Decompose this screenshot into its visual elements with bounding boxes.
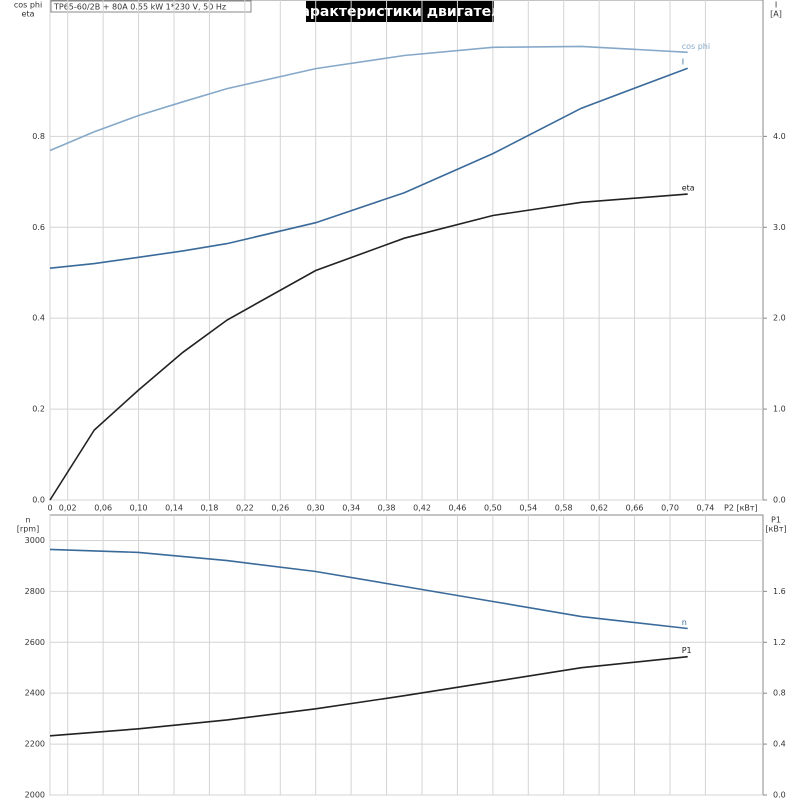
series-line — [49, 45, 688, 152]
y-axis-label: eta — [22, 10, 35, 19]
x-tick-label: 0,10 — [130, 504, 148, 513]
y-tick-label: 0.2 — [32, 405, 45, 414]
x-tick-label: 0,46 — [449, 504, 467, 513]
y2-axis-label: [A] — [770, 10, 782, 19]
y-tick-label: 0.4 — [32, 314, 45, 323]
y2-tick-label: 0.8 — [773, 689, 786, 698]
y-tick-label: 0.0 — [32, 496, 45, 505]
series-line — [49, 193, 688, 501]
x-tick-label: 0,38 — [378, 504, 396, 513]
y-tick-label: 2400 — [25, 689, 45, 698]
y2-tick-label: 2.0 — [773, 314, 786, 323]
series-label: eta — [682, 184, 695, 193]
series-label: cos phi — [682, 42, 710, 51]
x-tick-label: 0,02 — [59, 504, 77, 513]
series-line — [49, 67, 688, 269]
y2-tick-label: 1.6 — [773, 587, 786, 596]
series-label: n — [682, 618, 687, 627]
x-tick-label: 0,58 — [555, 504, 573, 513]
x-tick-label: 0,06 — [94, 504, 112, 513]
x-tick-label: 0,18 — [201, 504, 219, 513]
x-tick-label: 0,62 — [590, 504, 608, 513]
y-tick-label: 0.6 — [32, 223, 45, 232]
y2-axis-label: I — [775, 1, 777, 10]
y2-tick-label: 0.4 — [773, 740, 786, 749]
x-tick-label: 0,50 — [484, 504, 502, 513]
header-box — [50, 0, 252, 13]
series-line — [49, 548, 688, 630]
y-tick-label: 2600 — [25, 638, 45, 647]
y2-axis-label: [кВт] — [765, 525, 786, 534]
x-axis-label: P2 [кВт] — [724, 504, 758, 513]
x-tick-label: 0,42 — [413, 504, 431, 513]
y-tick-label: 2000 — [25, 791, 45, 800]
x-tick-label: 0,30 — [307, 504, 325, 513]
x-tick-label: 0,22 — [236, 504, 254, 513]
y-axis-label: cos phi — [14, 1, 42, 10]
x-tick-label: 0,26 — [271, 504, 289, 513]
y2-tick-label: 1.2 — [773, 638, 786, 647]
plot-frame — [49, 514, 764, 796]
x-tick-label: 0 — [47, 504, 52, 513]
x-tick-label: 0,66 — [626, 504, 644, 513]
x-tick-label: 0,34 — [342, 504, 360, 513]
plot-frame — [49, 0, 764, 501]
x-tick-label: 0,74 — [697, 504, 715, 513]
series-line — [49, 655, 688, 737]
series-label: I — [682, 58, 684, 67]
y2-tick-label: 3.0 — [773, 223, 786, 232]
y-tick-label: 2200 — [25, 740, 45, 749]
y-axis-label: n — [25, 516, 30, 525]
x-tick-label: 0,70 — [661, 504, 679, 513]
y2-tick-label: 1.0 — [773, 405, 786, 414]
x-tick-label: 0,54 — [519, 504, 537, 513]
x-tick-label: 0,14 — [165, 504, 183, 513]
chart-title: Характеристики двигателя — [290, 4, 511, 20]
y-axis-label: [rpm] — [17, 525, 39, 534]
y2-tick-label: 4.0 — [773, 132, 786, 141]
y2-axis-label: P1 — [771, 516, 781, 525]
series-label: P1 — [682, 646, 692, 655]
header: TP65-60/2B + 80A 0.55 kW 1*230 V, 50 Hz — [53, 3, 226, 12]
y2-tick-label: 0.0 — [773, 496, 786, 505]
y2-tick-label: 0.0 — [773, 791, 786, 800]
y-tick-label: 3000 — [25, 536, 45, 545]
y-tick-label: 2800 — [25, 587, 45, 596]
title-box — [306, 1, 494, 22]
y-tick-label: 0.8 — [32, 132, 45, 141]
